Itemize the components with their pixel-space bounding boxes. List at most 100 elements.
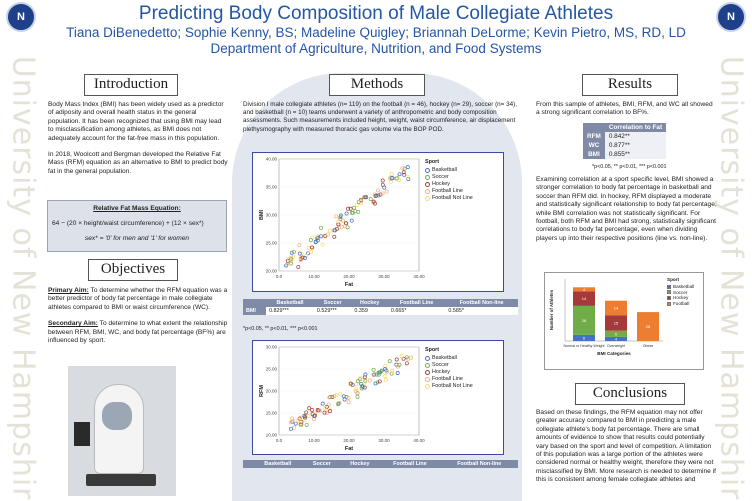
scatter-point bbox=[346, 400, 351, 405]
bar-segment bbox=[637, 312, 659, 341]
scatter-point bbox=[288, 257, 293, 262]
legend-label: Soccer bbox=[432, 174, 449, 180]
legend-swatch bbox=[425, 182, 430, 187]
poster-authors: Tiana DiBenedetto; Sophie Kenny, BS; Mad… bbox=[66, 25, 686, 40]
scatter-point bbox=[313, 239, 318, 244]
legend-label: Football bbox=[673, 301, 690, 307]
rfm-equation-box: Relative Fat Mass Equation: 64 − (20 × h… bbox=[47, 200, 227, 252]
table-row: BMI 0.829*** 0.529*** 0.359 0.665* 0.585… bbox=[243, 307, 518, 315]
scatter-point bbox=[307, 406, 312, 411]
y-axis-label: RFM bbox=[259, 385, 265, 397]
scatter-point bbox=[290, 416, 295, 421]
scatter-point bbox=[383, 367, 387, 372]
scatter-point bbox=[338, 215, 343, 220]
legend-title: Sport bbox=[425, 347, 440, 353]
legend-swatch bbox=[425, 189, 430, 194]
scatter-point bbox=[344, 395, 349, 399]
bar-data-label: 15 bbox=[614, 320, 619, 325]
poster-header: N Predicting Body Composition of Male Co… bbox=[0, 0, 752, 58]
scatter-point bbox=[297, 251, 302, 256]
scatter-point bbox=[360, 384, 365, 389]
poster-department: Department of Agriculture, Nutrition, an… bbox=[210, 41, 542, 56]
legend-swatch bbox=[667, 296, 671, 301]
scatter-point bbox=[341, 394, 346, 399]
legend-soccer: Soccer bbox=[667, 290, 694, 296]
legend-swatch bbox=[667, 284, 671, 289]
scatter-point bbox=[355, 379, 360, 384]
scatter-point bbox=[332, 228, 337, 233]
equation-title: Relative Fat Mass Equation: bbox=[93, 205, 181, 212]
methods-table-1: Basketball Soccer Hockey Football Line F… bbox=[243, 299, 518, 315]
introduction-text: Body Mass Index (BMI) has been widely us… bbox=[48, 101, 228, 184]
legend-label: Soccer bbox=[673, 289, 688, 295]
scatter-point bbox=[303, 256, 307, 260]
y-axis-label: BMI bbox=[259, 209, 265, 220]
scatter-point bbox=[319, 234, 323, 239]
scatter-point bbox=[383, 378, 388, 383]
x-axis-label: BMI Categories bbox=[597, 351, 631, 356]
scatter-point bbox=[293, 418, 298, 423]
x-tick-label: 10.00 bbox=[308, 438, 320, 443]
unh-logo-right: N bbox=[716, 2, 746, 32]
x-tick-label: Overweight bbox=[607, 344, 625, 348]
scatter-point bbox=[310, 408, 314, 412]
scatter-point bbox=[312, 413, 317, 418]
scatter-point bbox=[334, 393, 339, 398]
results-body: Examining correlation at a sport specifi… bbox=[536, 176, 717, 242]
x-axis-label: Fat bbox=[345, 282, 353, 288]
scatter-point bbox=[334, 214, 339, 219]
scatter-point bbox=[377, 379, 382, 384]
conclusions-heading: Conclusions bbox=[575, 383, 685, 405]
table-cell: 0.877** bbox=[604, 141, 667, 150]
introduction-heading: Introduction bbox=[84, 74, 178, 96]
bar-segment bbox=[605, 300, 627, 316]
results-heading: Results bbox=[582, 74, 678, 96]
scatter-point bbox=[354, 382, 359, 387]
x-tick-label: Obese bbox=[643, 344, 654, 348]
bar-data-label: 14 bbox=[582, 296, 587, 301]
scatter-point bbox=[319, 225, 323, 230]
x-tick-label: Normal or Healthy Weight bbox=[563, 344, 604, 348]
scatter-rfm-vs-fat: 0.0 10.00 20.00 30.00 40.00 10.00 15.00 20.00 25… bbox=[252, 340, 504, 455]
bar-segment bbox=[573, 305, 595, 335]
table-row: BMI 0.855** bbox=[583, 150, 667, 159]
legend-swatch bbox=[425, 377, 430, 382]
scatter-point bbox=[363, 372, 368, 377]
table-row: WC 0.877** bbox=[583, 141, 667, 150]
scatter-point bbox=[377, 370, 381, 375]
x-tick-label: 10.00 bbox=[308, 274, 320, 279]
scatter-point bbox=[378, 192, 383, 197]
table-cell: 0.829*** bbox=[266, 307, 314, 315]
scatter-point bbox=[304, 410, 309, 415]
scatter-point bbox=[367, 378, 372, 383]
objectives-text: Primary Aim: To determine whether the RF… bbox=[48, 287, 230, 353]
scatter-point bbox=[344, 211, 349, 216]
scatter-point bbox=[332, 394, 337, 399]
legend-swatch bbox=[425, 175, 430, 180]
table-header-cell: Football Non-line bbox=[440, 460, 518, 468]
table-row: RFM 0.842** bbox=[583, 132, 667, 141]
table-cell: BMI bbox=[583, 150, 605, 159]
legend-hockey: Hockey bbox=[425, 369, 473, 376]
bar-data-label: 28 bbox=[646, 324, 651, 329]
scatter-point bbox=[328, 409, 333, 413]
scatter-point bbox=[359, 199, 364, 203]
scatter-point bbox=[291, 249, 296, 254]
scatter2-legend: Sport Basketball Soccer Hockey Football … bbox=[425, 347, 473, 390]
scatter-point bbox=[405, 174, 410, 179]
table-header-cell: Football Non-line bbox=[445, 299, 518, 307]
y-tick-label: 25.00 bbox=[266, 367, 278, 372]
legend-label: Hockey bbox=[673, 295, 689, 301]
scatter-point bbox=[376, 372, 381, 377]
y-tick-label: 20.00 bbox=[266, 269, 278, 274]
scatter-point bbox=[379, 369, 384, 374]
y-axis-label: Number of Athletes bbox=[549, 289, 554, 330]
legend-swatch bbox=[425, 356, 430, 361]
x-tick-label: 40.00 bbox=[413, 438, 425, 443]
x-tick-label: 0.0 bbox=[276, 274, 283, 279]
table-header-cell: Hockey bbox=[351, 299, 388, 307]
bar-data-label: 4 bbox=[615, 336, 618, 341]
scatter-point bbox=[362, 380, 367, 385]
scatter-point bbox=[400, 166, 405, 171]
scatter-point bbox=[332, 234, 337, 239]
